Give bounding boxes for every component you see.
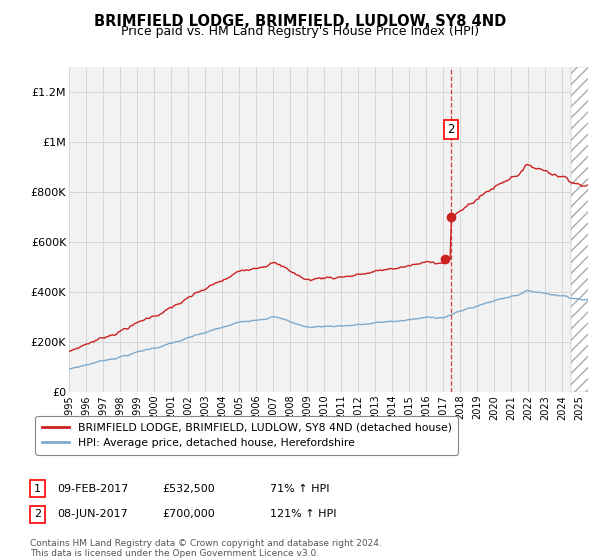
Text: Contains HM Land Registry data © Crown copyright and database right 2024.
This d: Contains HM Land Registry data © Crown c… — [30, 539, 382, 558]
Text: 121% ↑ HPI: 121% ↑ HPI — [270, 509, 337, 519]
Text: 2: 2 — [447, 123, 455, 136]
Text: 09-FEB-2017: 09-FEB-2017 — [57, 484, 128, 494]
Legend: BRIMFIELD LODGE, BRIMFIELD, LUDLOW, SY8 4ND (detached house), HPI: Average price: BRIMFIELD LODGE, BRIMFIELD, LUDLOW, SY8 … — [35, 416, 458, 455]
Text: £532,500: £532,500 — [162, 484, 215, 494]
Text: 08-JUN-2017: 08-JUN-2017 — [57, 509, 128, 519]
Text: £700,000: £700,000 — [162, 509, 215, 519]
Text: BRIMFIELD LODGE, BRIMFIELD, LUDLOW, SY8 4ND: BRIMFIELD LODGE, BRIMFIELD, LUDLOW, SY8 … — [94, 14, 506, 29]
Bar — [571, 67, 596, 392]
Text: 71% ↑ HPI: 71% ↑ HPI — [270, 484, 329, 494]
FancyBboxPatch shape — [29, 506, 45, 522]
Text: Price paid vs. HM Land Registry's House Price Index (HPI): Price paid vs. HM Land Registry's House … — [121, 25, 479, 38]
FancyBboxPatch shape — [29, 480, 45, 497]
Text: 2: 2 — [34, 509, 41, 519]
Text: 1: 1 — [34, 484, 41, 494]
